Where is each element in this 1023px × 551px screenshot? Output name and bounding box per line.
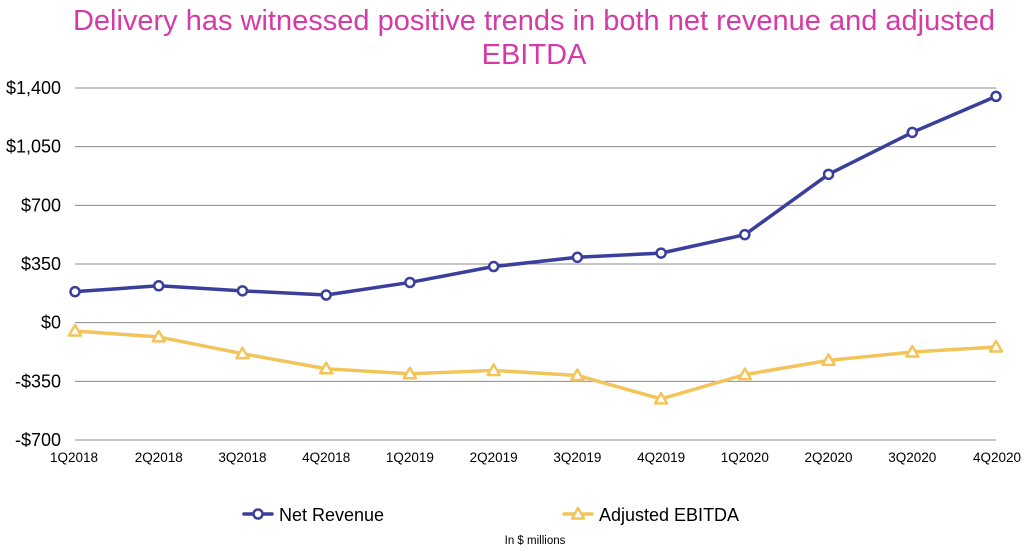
- adjusted-ebitda-point: [988, 339, 1004, 353]
- y-axis-tick-labels: $1,400 $1,050 $700 $350 $0 -$350 -$700: [6, 78, 61, 450]
- net-revenue-line: [73, 94, 998, 297]
- legend-label: Adjusted EBITDA: [599, 505, 739, 525]
- adjusted-ebitda-point: [905, 344, 920, 358]
- adjusted-ebitda-line: [73, 329, 998, 401]
- net-revenue-point: [655, 247, 667, 259]
- x-tick-label: 3Q2019: [553, 450, 601, 465]
- adjusted-ebitda-point: [318, 361, 334, 375]
- x-tick-label: 1Q2020: [721, 450, 769, 465]
- x-tick-label: 2Q2020: [805, 450, 853, 465]
- x-tick-label: 3Q2018: [218, 450, 266, 465]
- net-revenue-point: [487, 260, 500, 273]
- adjusted-ebitda-point: [570, 368, 585, 382]
- x-axis-tick-labels: 1Q2018 2Q2018 3Q2018 4Q2018 1Q2019 2Q2019 3Q20…: [50, 450, 1021, 465]
- legend-marker-icon: [252, 508, 264, 520]
- x-tick-label: 2Q2018: [135, 450, 183, 465]
- adjusted-ebitda-point: [151, 329, 166, 343]
- legend-label: Net Revenue: [279, 505, 384, 525]
- adjusted-ebitda-point: [653, 391, 669, 405]
- legend-marker-icon: [570, 506, 586, 520]
- net-revenue-point: [320, 289, 332, 301]
- legend-item-adjusted-ebitda: Adjusted EBITDA: [562, 505, 739, 525]
- adjusted-ebitda-point: [235, 346, 250, 360]
- x-tick-label: 4Q2018: [302, 450, 350, 465]
- y-tick-label: $1,050: [6, 137, 61, 157]
- units-note: In $ millions: [505, 535, 566, 547]
- chart-title: Delivery has witnessed positive trends i…: [72, 5, 996, 71]
- x-tick-label: 2Q2019: [470, 450, 518, 465]
- adjusted-ebitda-series: [67, 323, 1004, 405]
- adjusted-ebitda-point: [402, 366, 418, 380]
- net-revenue-point: [69, 285, 81, 298]
- net-revenue-point: [571, 251, 584, 264]
- x-tick-label: 1Q2019: [386, 450, 434, 465]
- net-revenue-series: [69, 90, 1002, 301]
- grid-lines: [75, 87, 996, 441]
- adjusted-ebitda-point: [67, 323, 83, 337]
- adjusted-ebitda-point: [737, 367, 753, 381]
- net-revenue-point: [236, 285, 249, 297]
- net-revenue-point: [152, 280, 165, 292]
- legend: Net Revenue Adjusted EBITDA: [242, 505, 739, 525]
- x-tick-label: 1Q2018: [50, 450, 98, 465]
- y-tick-label: -$350: [15, 371, 61, 391]
- net-revenue-point: [739, 228, 751, 241]
- net-revenue-point: [990, 90, 1002, 103]
- legend-item-net-revenue: Net Revenue: [242, 505, 384, 525]
- net-revenue-point: [404, 276, 416, 289]
- adjusted-ebitda-point: [486, 363, 501, 377]
- adjusted-ebitda-point: [821, 353, 836, 367]
- x-tick-label: 4Q2020: [973, 450, 1021, 465]
- y-tick-label: $350: [21, 254, 61, 274]
- y-tick-label: $0: [41, 313, 61, 333]
- x-tick-label: 4Q2019: [637, 450, 685, 465]
- y-tick-label: -$700: [15, 430, 61, 450]
- net-revenue-point: [906, 126, 919, 139]
- x-tick-label: 3Q2020: [888, 450, 936, 465]
- net-revenue-point: [822, 168, 835, 181]
- y-tick-label: $700: [21, 195, 61, 215]
- y-tick-label: $1,400: [6, 78, 61, 98]
- series-lines: [67, 90, 1004, 405]
